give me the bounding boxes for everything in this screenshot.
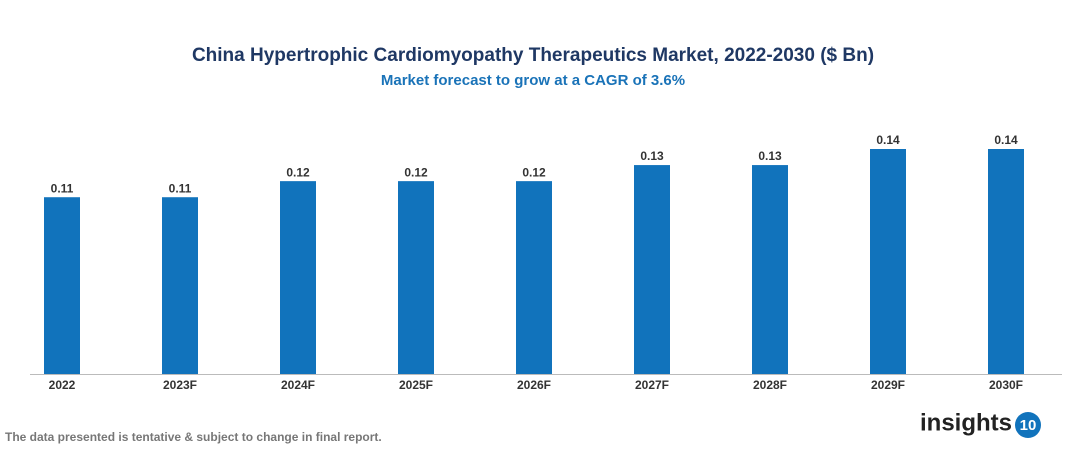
- value-label: 0.12: [522, 165, 546, 179]
- x-tick-label: 2028F: [753, 378, 787, 392]
- logo-text: insights: [920, 409, 1012, 436]
- bar: [398, 181, 434, 374]
- x-tick-label: 2027F: [635, 378, 669, 392]
- value-label: 0.11: [51, 181, 74, 195]
- bar: [516, 181, 552, 374]
- x-tick-label: 2029F: [871, 378, 905, 392]
- value-label: 0.12: [286, 165, 310, 179]
- value-label: 0.11: [169, 181, 192, 195]
- x-tick-label: 2030F: [989, 378, 1023, 392]
- bar: [752, 165, 788, 374]
- value-label: 0.14: [876, 133, 900, 147]
- x-tick-label: 2023F: [163, 378, 197, 392]
- x-tick-label: 2026F: [517, 378, 551, 392]
- x-tick-label: 2024F: [281, 378, 315, 392]
- value-label: 0.14: [994, 133, 1018, 147]
- bar: [988, 149, 1024, 374]
- bar: [280, 181, 316, 374]
- logo-badge: 10: [1020, 417, 1037, 434]
- x-tick-label: 2025F: [399, 378, 433, 392]
- x-tick-label: 2022: [49, 378, 76, 392]
- bar: [162, 197, 198, 374]
- bar: [44, 197, 80, 374]
- value-label: 0.13: [640, 149, 664, 163]
- bar: [634, 165, 670, 374]
- bar: [870, 149, 906, 374]
- footnote: The data presented is tentative & subjec…: [5, 430, 382, 444]
- value-label: 0.12: [404, 165, 428, 179]
- chart-subtitle: Market forecast to grow at a CAGR of 3.6…: [381, 72, 685, 89]
- value-label: 0.13: [758, 149, 782, 163]
- logo-badge-circle: [1015, 412, 1041, 438]
- chart-title: China Hypertrophic Cardiomyopathy Therap…: [192, 45, 874, 66]
